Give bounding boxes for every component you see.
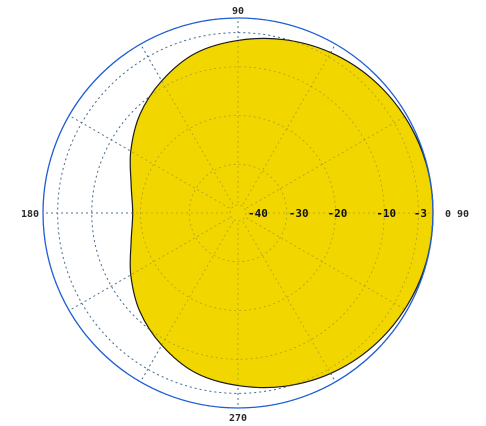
grid-spoke-overlay [242, 221, 336, 383]
db-label-m10: -10 [376, 207, 396, 220]
angle-label-0: 0 90 [445, 209, 469, 220]
pattern-layer [43, 18, 434, 408]
db-label-m30: -30 [289, 207, 309, 220]
db-label-m3: -3 [414, 207, 427, 220]
angle-label-270: 270 [229, 413, 247, 424]
grid-spoke-overlay [68, 217, 230, 311]
grid-spoke-overlay [246, 115, 408, 209]
db-label-m40: -40 [248, 207, 268, 220]
grid-spoke-overlay [140, 221, 234, 383]
grid-ring-overlay [188, 163, 288, 263]
grid-ring-overlay [140, 115, 336, 311]
grid-spoke-overlay [242, 43, 336, 205]
angle-label-90: 90 [232, 6, 244, 17]
grid-ring-overlay [229, 204, 247, 222]
grid-spoke-overlay [68, 115, 230, 209]
db-label-m20: -20 [328, 207, 348, 220]
grid-spoke-overlay [140, 43, 234, 205]
label-layer: 0 90 90 180 270 -40 -30 -20 -10 -3 [21, 6, 469, 424]
grid-spoke-overlay [246, 217, 408, 311]
angle-label-180: 180 [21, 209, 39, 220]
outer-boundary-circle [42, 17, 434, 409]
